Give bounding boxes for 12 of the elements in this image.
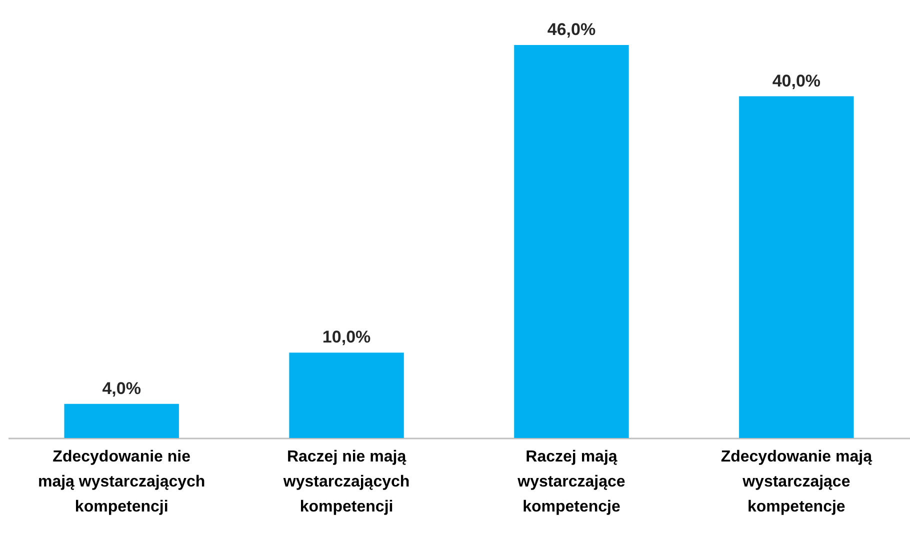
data-label: 46,0%: [547, 20, 596, 39]
bar: [514, 45, 629, 438]
bar: [64, 404, 179, 438]
x-tick-label: Zdecydowanie nie mają wystarczających kompetencji: [38, 448, 206, 516]
data-label: 4,0%: [102, 378, 141, 398]
bar: [739, 96, 854, 438]
x-tick-label: Raczej nie mają wystarczających kompetencji: [282, 448, 410, 516]
x-tick-label: Raczej mają wystarczające kompetencje: [516, 448, 626, 516]
data-label: 40,0%: [772, 71, 821, 90]
x-tick-label: Zdecydowanie mają wystarczające kompetencje: [720, 448, 872, 516]
bar: [289, 352, 404, 438]
data-label: 10,0%: [322, 328, 371, 347]
